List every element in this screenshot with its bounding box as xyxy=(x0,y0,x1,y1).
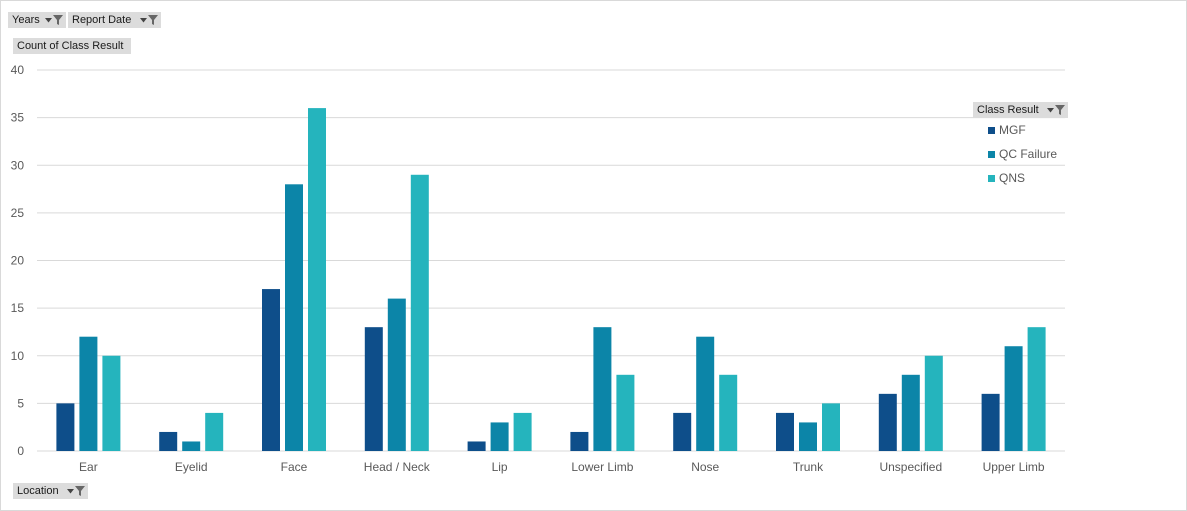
x-tick-label: Lower Limb xyxy=(571,460,633,474)
y-tick-label: 40 xyxy=(11,63,25,77)
location-axis-field-button[interactable]: Location xyxy=(13,483,89,499)
bar-qc-failure xyxy=(696,336,715,451)
dropdown-arrow-icon[interactable] xyxy=(67,488,74,494)
y-tick-label: 0 xyxy=(17,444,24,458)
chart-legend: Class Result MGF QC Failure QNS xyxy=(973,102,1069,190)
x-tick-label: Lip xyxy=(492,460,508,474)
bar-mgf xyxy=(981,393,1000,451)
value-field-button[interactable]: Count of Class Result xyxy=(13,38,131,54)
bar-qc-failure xyxy=(79,336,98,451)
x-tick-label: Ear xyxy=(79,460,98,474)
legend-swatch xyxy=(988,174,995,182)
filter-funnel-icon xyxy=(75,486,85,496)
bar-qns xyxy=(308,108,326,451)
bar-mgf xyxy=(364,327,383,451)
x-tick-label: Upper Limb xyxy=(983,460,1045,474)
bar-qns xyxy=(205,412,224,451)
bar-qns xyxy=(410,174,429,451)
legend-swatch xyxy=(988,126,995,134)
bar-qns xyxy=(513,412,532,451)
bar-qns xyxy=(102,355,121,451)
legend-items: MGF QC Failure QNS xyxy=(973,118,1069,190)
bar-mgf xyxy=(570,431,589,451)
x-tick-label: Trunk xyxy=(793,460,824,474)
dropdown-arrow-icon[interactable] xyxy=(45,17,52,23)
bar-qc-failure xyxy=(901,374,920,451)
class-result-legend-label: Class Result xyxy=(977,104,1039,116)
y-tick-label: 5 xyxy=(17,396,24,410)
value-field-label: Count of Class Result xyxy=(17,40,124,52)
filter-funnel-icon xyxy=(148,15,158,25)
legend-item: QC Failure xyxy=(973,142,1069,166)
y-tick-label: 20 xyxy=(11,254,25,268)
legend-item: QNS xyxy=(973,166,1069,190)
bar-qc-failure xyxy=(490,422,509,451)
x-tick-label: Head / Neck xyxy=(364,460,431,474)
dropdown-arrow-icon[interactable] xyxy=(140,17,147,23)
bar-qc-failure xyxy=(593,327,612,451)
bar-qns xyxy=(1027,327,1046,451)
legend-label: MGF xyxy=(999,123,1026,137)
years-filter-button[interactable]: Years xyxy=(8,12,67,28)
bar-mgf xyxy=(56,403,75,451)
bar-mgf xyxy=(467,441,486,451)
legend-label: QNS xyxy=(999,171,1026,185)
bar-mgf xyxy=(878,393,897,451)
x-tick-label: Eyelid xyxy=(175,460,208,474)
report-date-filter-button[interactable]: Report Date xyxy=(68,12,162,28)
y-tick-label: 30 xyxy=(11,158,25,172)
bar-qns xyxy=(924,355,943,451)
bar-qns xyxy=(616,374,635,451)
bar-qc-failure xyxy=(1004,346,1023,451)
bar-qc-failure xyxy=(799,422,817,451)
filter-funnel-icon xyxy=(53,15,63,25)
y-tick-label: 25 xyxy=(11,206,25,220)
bar-qc-failure xyxy=(285,184,303,452)
years-filter-label: Years xyxy=(12,14,40,26)
x-tick-label: Face xyxy=(281,460,308,474)
bar-mgf xyxy=(776,412,794,451)
y-tick-label: 10 xyxy=(11,349,25,363)
bar-mgf xyxy=(673,412,692,451)
y-tick-label: 15 xyxy=(11,301,25,315)
x-tick-label: Nose xyxy=(691,460,719,474)
bar-mgf xyxy=(262,289,280,451)
x-tick-label: Unspecified xyxy=(879,460,942,474)
legend-swatch xyxy=(988,150,995,158)
bar-mgf xyxy=(159,431,178,451)
y-tick-label: 35 xyxy=(11,111,25,125)
dropdown-arrow-icon[interactable] xyxy=(1047,107,1054,113)
bar-qc-failure xyxy=(387,298,406,451)
report-date-filter-label: Report Date xyxy=(72,14,132,26)
bar-qns xyxy=(822,403,840,451)
legend-label: QC Failure xyxy=(999,147,1058,161)
legend-item: MGF xyxy=(973,118,1069,142)
class-result-legend-field-button[interactable]: Class Result xyxy=(973,102,1069,118)
bar-qns xyxy=(719,374,738,451)
location-axis-field-label: Location xyxy=(17,485,59,497)
bar-qc-failure xyxy=(182,441,201,451)
filter-funnel-icon xyxy=(1055,105,1065,115)
